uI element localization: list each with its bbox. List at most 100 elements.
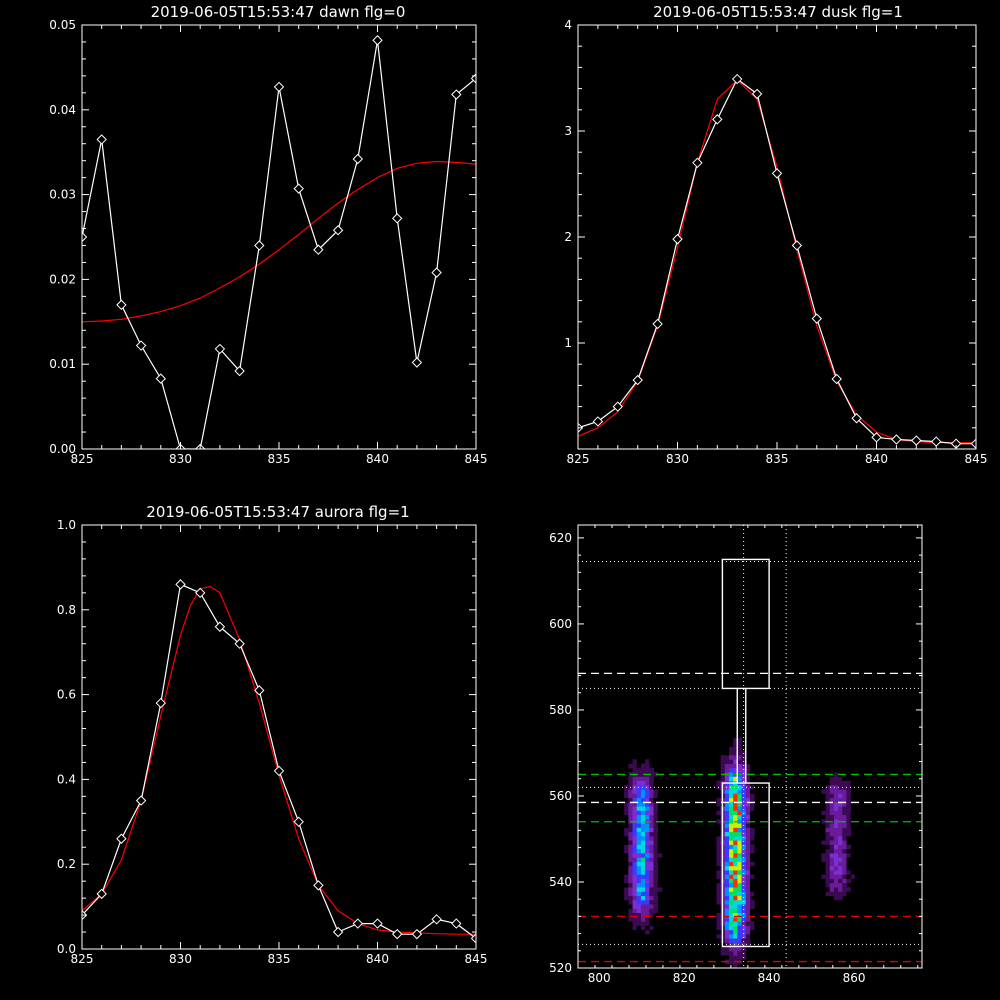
heatmap-cell	[846, 806, 852, 811]
heatmap-cell	[863, 699, 868, 705]
heatmap-cell	[716, 801, 722, 807]
heatmap-cell	[846, 891, 852, 896]
heatmap-cell	[817, 806, 822, 811]
heatmap-cell	[729, 814, 734, 820]
heatmap-cell	[632, 801, 638, 807]
heatmap-cell	[758, 882, 763, 888]
heatmap-cell	[833, 763, 839, 769]
heatmap-cell	[863, 861, 868, 867]
heatmap-cell	[758, 631, 763, 637]
heatmap-cell	[649, 840, 654, 845]
heatmap-cell	[628, 789, 633, 794]
heatmap-cell	[871, 955, 877, 960]
heatmap-cell	[632, 844, 638, 850]
heatmap-cell	[846, 801, 852, 807]
heatmap-cell	[624, 870, 629, 875]
aurora-data-point	[214, 621, 226, 632]
heatmap-cell	[687, 571, 692, 577]
heatmap-cell	[737, 784, 743, 790]
heatmap-cell	[817, 661, 822, 666]
heatmap-cell	[825, 878, 831, 884]
heatmap-cell	[859, 542, 864, 547]
heatmap-cell	[850, 797, 856, 803]
heatmap-cell	[733, 852, 738, 858]
heatmap-cell	[791, 759, 797, 764]
heatmap-cell	[854, 955, 860, 960]
heatmap-cell	[724, 925, 730, 931]
heatmap-cell	[619, 580, 625, 586]
heatmap-cell	[649, 852, 654, 858]
heatmap-cell	[657, 857, 663, 862]
heatmap-cell	[750, 784, 755, 790]
heatmap-cell	[745, 755, 751, 760]
heatmap-cell	[640, 882, 646, 888]
image-frame	[577, 524, 923, 969]
heatmap-cell	[745, 814, 751, 820]
heatmap-cell	[586, 567, 591, 573]
heatmap-cell	[804, 857, 810, 862]
heatmap-cell	[812, 933, 818, 939]
dusk-data-point	[891, 434, 902, 445]
heatmap-cell	[632, 895, 638, 901]
heatmap-cell	[653, 835, 659, 841]
heatmap-cell	[724, 831, 730, 837]
heatmap-cell	[842, 806, 847, 811]
heatmap-cell	[653, 887, 659, 892]
heatmap-cell	[628, 605, 633, 611]
heatmap-cell	[674, 610, 680, 615]
heatmap-cell	[649, 806, 654, 811]
heatmap-cell	[611, 605, 617, 611]
heatmap-cell	[838, 703, 843, 709]
heatmap-cell	[863, 929, 868, 935]
heatmap-cell	[783, 614, 789, 620]
heatmap-cell	[741, 848, 747, 854]
heatmap-cell	[640, 801, 646, 807]
heatmap-cell	[657, 938, 663, 943]
aurora-title: 2019-06-05T15:53:47 aurora flg=1	[146, 503, 409, 521]
heatmap-cell	[829, 835, 835, 841]
heatmap-cell	[817, 844, 822, 850]
heatmap-cell	[762, 921, 768, 926]
heatmap-cell	[783, 703, 789, 709]
heatmap-cell	[796, 891, 801, 896]
heatmap-cell	[632, 763, 638, 769]
heatmap-cell	[649, 882, 654, 888]
heatmap-cell	[628, 870, 633, 875]
heatmap-cell	[892, 963, 898, 969]
heatmap-cell	[750, 661, 755, 666]
heatmap-cell	[892, 665, 898, 671]
heatmap-cell	[829, 861, 835, 867]
heatmap-cell	[657, 852, 663, 858]
heatmap-cell	[917, 908, 923, 914]
heatmap-cell	[838, 801, 843, 807]
heatmap-cell	[724, 742, 730, 747]
heatmap-cell	[846, 818, 852, 824]
heatmap-cell	[657, 844, 663, 850]
heatmap-cell	[640, 793, 646, 799]
heatmap-cell	[825, 848, 831, 854]
heatmap-cell	[636, 904, 642, 909]
heatmap-cell	[745, 610, 751, 615]
heatmap-cell	[682, 525, 688, 530]
heatmap-cell	[850, 814, 856, 820]
heatmap-cell	[770, 529, 776, 534]
heatmap-cell	[636, 797, 642, 803]
dawn-data-point	[431, 267, 442, 278]
heatmap-cell	[817, 571, 822, 577]
heatmap-cell	[880, 776, 885, 781]
heatmap-cell	[716, 878, 722, 884]
heatmap-cell	[594, 921, 600, 926]
heatmap-cell	[611, 682, 617, 688]
heatmap-cell	[691, 776, 696, 781]
heatmap-cell	[829, 887, 835, 892]
heatmap-cell	[737, 891, 743, 896]
heatmap-cell	[821, 750, 826, 756]
heatmap-cell	[611, 533, 617, 539]
heatmap-cell	[624, 865, 629, 871]
heatmap-cell	[653, 563, 659, 568]
heatmap-cell	[741, 925, 747, 931]
heatmap-cell	[817, 887, 822, 892]
heatmap-cell	[821, 938, 826, 943]
heatmap-cell	[737, 882, 743, 888]
